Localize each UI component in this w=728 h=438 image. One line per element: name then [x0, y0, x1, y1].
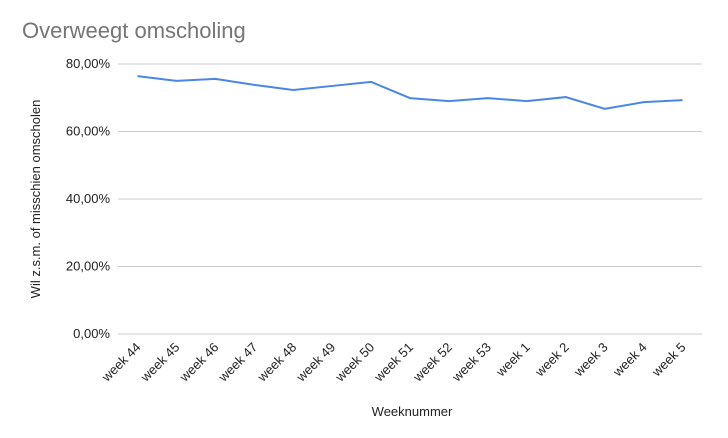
x-tick-label: week 5 — [648, 340, 688, 380]
x-tick-label: week 46 — [176, 340, 222, 386]
chart-title: Overweegt omscholing — [22, 18, 246, 43]
x-tick-label: week 48 — [254, 340, 300, 386]
x-tick-label: week 50 — [332, 340, 378, 386]
x-tick-label: week 44 — [98, 340, 144, 386]
x-tick-label: week 2 — [531, 340, 571, 380]
y-tick-label: 80,00% — [66, 56, 111, 71]
y-tick-label: 20,00% — [66, 259, 111, 274]
y-tick-label: 40,00% — [66, 191, 111, 206]
y-tick-label: 60,00% — [66, 124, 111, 139]
x-tick-label: week 3 — [570, 340, 610, 380]
x-tick-label: week 52 — [410, 340, 456, 386]
x-tick-label: week 53 — [448, 340, 494, 386]
x-axis-label: Weeknummer — [372, 404, 453, 419]
x-tick-label: week 4 — [609, 340, 649, 380]
x-tick-label: week 47 — [215, 340, 261, 386]
x-tick-label: week 51 — [371, 340, 417, 386]
y-tick-label: 0,00% — [73, 326, 110, 341]
x-tick-label: week 1 — [492, 340, 532, 380]
x-tick-label: week 49 — [293, 340, 339, 386]
line — [137, 75, 683, 110]
x-tick-label: week 45 — [137, 340, 183, 386]
y-axis-label: Wil z.s.m. of misschien omscholen — [28, 100, 43, 299]
